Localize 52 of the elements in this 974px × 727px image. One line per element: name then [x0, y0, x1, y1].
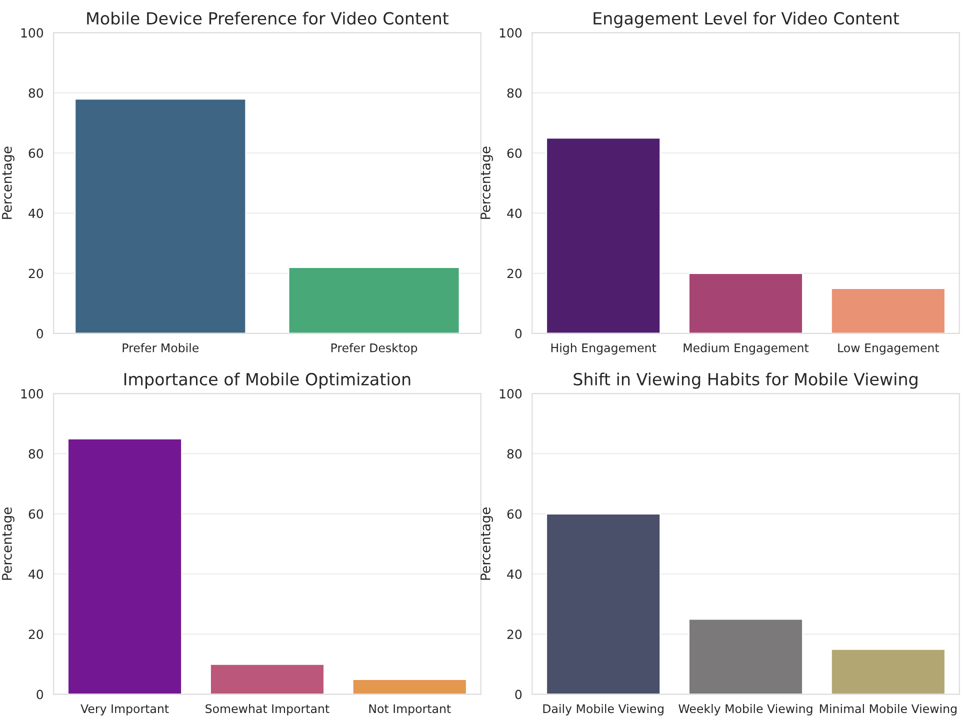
bar — [546, 513, 661, 694]
y-tick-label: 60 — [507, 148, 522, 158]
y-tick-label: 100 — [500, 28, 522, 38]
y-tick-label: 0 — [36, 328, 44, 338]
x-tick-label: Very Important — [80, 704, 169, 716]
y-axis-title: Percentage — [480, 508, 493, 580]
y-tick-label: 20 — [28, 268, 44, 278]
y-tick-label: 40 — [507, 208, 522, 218]
y-tick-label: 40 — [507, 569, 522, 579]
bar — [830, 648, 946, 694]
x-tick-label: Minimal Mobile Viewing — [820, 704, 956, 716]
chart-title: Engagement Level for Video Content — [594, 12, 900, 28]
x-tick-label: Prefer Mobile — [122, 343, 199, 352]
x-tick-label: Prefer Desktop — [331, 343, 418, 355]
bar — [67, 438, 182, 694]
y-tick-label: 40 — [28, 208, 44, 218]
bar — [830, 288, 946, 334]
y-tick-label: 20 — [28, 630, 44, 640]
y-tick-label: 0 — [515, 328, 522, 338]
x-tick-label: Somewhat Important — [206, 704, 330, 716]
y-tick-label: 40 — [28, 569, 44, 579]
y-tick-label: 60 — [28, 148, 44, 158]
bar — [352, 678, 468, 694]
y-axis-title: Percentage — [480, 146, 493, 219]
x-tick-label: Low Engagement — [838, 344, 940, 355]
bar — [688, 272, 804, 334]
y-tick-label: 20 — [507, 268, 522, 278]
bar — [210, 664, 325, 694]
y-tick-label: 100 — [21, 28, 44, 38]
y-tick-label: 80 — [507, 449, 522, 459]
x-tick-label: High Engagement — [551, 343, 656, 355]
y-tick-label: 80 — [28, 449, 44, 459]
x-tick-label: Not Important — [369, 704, 451, 716]
y-tick-label: 100 — [500, 389, 522, 398]
x-tick-label: Daily Mobile Viewing — [543, 704, 664, 716]
y-tick-label: 60 — [28, 509, 44, 519]
x-tick-label: Medium Engagement — [684, 343, 809, 355]
bar — [688, 618, 804, 694]
y-axis-title: Percentage — [2, 146, 14, 219]
y-tick-label: 60 — [507, 509, 522, 519]
y-tick-label: 20 — [507, 630, 522, 640]
chart-title: Mobile Device Preference for Video Content — [87, 12, 448, 25]
chart-title: Importance of Mobile Optimization — [124, 372, 410, 389]
bar — [546, 137, 661, 334]
y-tick-label: 80 — [28, 88, 44, 98]
x-tick-label: Weekly Mobile Viewing — [678, 704, 812, 716]
chart-title: Shift in Viewing Habits for Mobile Viewing — [574, 372, 918, 389]
y-tick-label: 0 — [36, 690, 44, 700]
y-tick-label: 100 — [21, 389, 44, 398]
y-tick-label: 0 — [515, 690, 522, 700]
y-axis-title: Percentage — [2, 508, 14, 580]
y-tick-label: 80 — [507, 88, 522, 98]
